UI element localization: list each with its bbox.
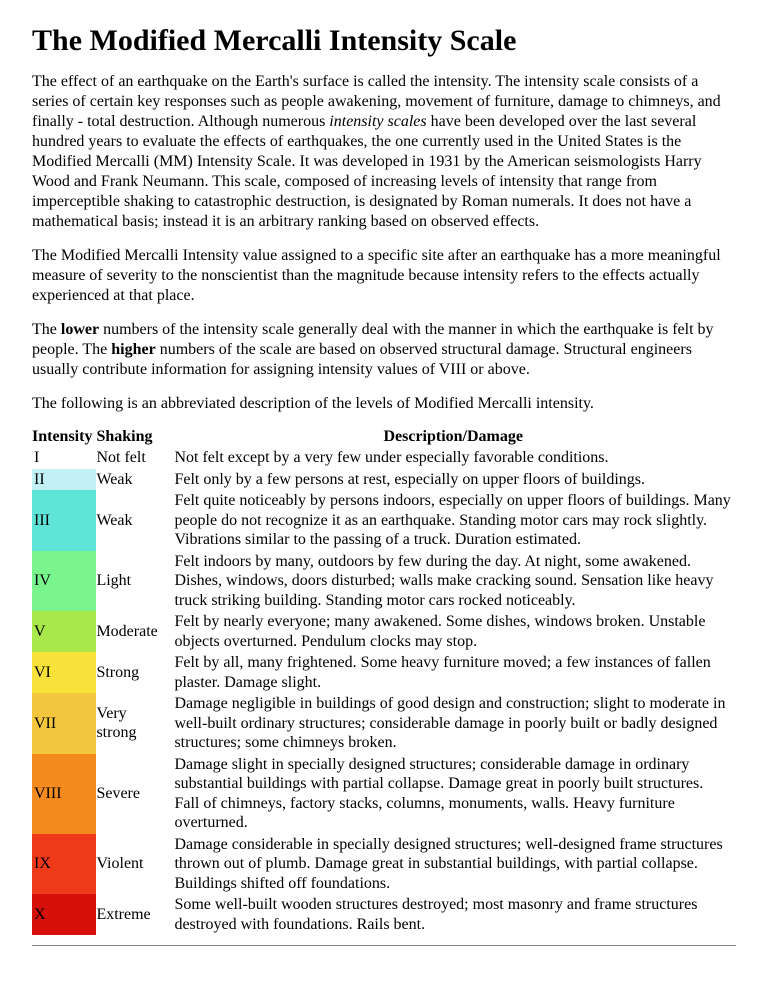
table-row: INot feltNot felt except by a very few u…: [32, 447, 736, 469]
intensity-cell: IV: [32, 551, 96, 612]
divider: [32, 945, 736, 946]
table-row: VIIISevereDamage slight in specially des…: [32, 754, 736, 834]
description-cell: Felt indoors by many, outdoors by few du…: [174, 551, 736, 612]
description-cell: Damage considerable in specially designe…: [174, 834, 736, 895]
intro-paragraph-3: The lower numbers of the intensity scale…: [32, 320, 736, 380]
header-intensity: Intensity: [32, 428, 96, 447]
shaking-cell: Very strong: [96, 693, 174, 754]
intensity-cell: III: [32, 490, 96, 551]
intro-paragraph-2: The Modified Mercalli Intensity value as…: [32, 246, 736, 306]
intensity-cell: VI: [32, 652, 96, 693]
shaking-cell: Violent: [96, 834, 174, 895]
intro-paragraph-4: The following is an abbreviated descript…: [32, 394, 736, 414]
description-cell: Felt by all, many frightened. Some heavy…: [174, 652, 736, 693]
shaking-cell: Extreme: [96, 894, 174, 935]
table-row: IVLightFelt indoors by many, outdoors by…: [32, 551, 736, 612]
shaking-cell: Light: [96, 551, 174, 612]
intensity-cell: II: [32, 469, 96, 491]
description-cell: Some well-built wooden structures destro…: [174, 894, 736, 935]
table-row: VIStrongFelt by all, many frightened. So…: [32, 652, 736, 693]
table-row: IXViolentDamage considerable in speciall…: [32, 834, 736, 895]
table-row: VIIVery strongDamage negligible in build…: [32, 693, 736, 754]
intensity-cell: IX: [32, 834, 96, 895]
description-cell: Damage negligible in buildings of good d…: [174, 693, 736, 754]
table-row: IIWeakFelt only by a few persons at rest…: [32, 469, 736, 491]
shaking-cell: Weak: [96, 469, 174, 491]
intensity-table: Intensity Shaking Description/Damage INo…: [32, 428, 736, 935]
p3-bold-higher: higher: [111, 341, 155, 358]
p1-text-b: have been developed over the last severa…: [32, 113, 702, 230]
table-row: IIIWeakFelt quite noticeably by persons …: [32, 490, 736, 551]
table-header-row: Intensity Shaking Description/Damage: [32, 428, 736, 447]
shaking-cell: Weak: [96, 490, 174, 551]
intensity-cell: I: [32, 447, 96, 469]
p3-bold-lower: lower: [61, 321, 99, 338]
intensity-cell: V: [32, 611, 96, 652]
description-cell: Not felt except by a very few under espe…: [174, 447, 736, 469]
p3-text-a: The: [32, 321, 61, 338]
description-cell: Felt quite noticeably by persons indoors…: [174, 490, 736, 551]
intensity-cell: X: [32, 894, 96, 935]
description-cell: Felt by nearly everyone; many awakened. …: [174, 611, 736, 652]
intensity-cell: VII: [32, 693, 96, 754]
table-row: XExtremeSome well-built wooden structure…: [32, 894, 736, 935]
shaking-cell: Severe: [96, 754, 174, 834]
description-cell: Damage slight in specially designed stru…: [174, 754, 736, 834]
shaking-cell: Not felt: [96, 447, 174, 469]
intensity-cell: VIII: [32, 754, 96, 834]
intro-paragraph-1: The effect of an earthquake on the Earth…: [32, 72, 736, 232]
description-cell: Felt only by a few persons at rest, espe…: [174, 469, 736, 491]
header-shaking: Shaking: [96, 428, 174, 447]
header-description: Description/Damage: [174, 428, 736, 447]
page-title: The Modified Mercalli Intensity Scale: [32, 24, 736, 58]
shaking-cell: Moderate: [96, 611, 174, 652]
table-row: VModerateFelt by nearly everyone; many a…: [32, 611, 736, 652]
p1-italic: intensity scales: [329, 113, 426, 130]
shaking-cell: Strong: [96, 652, 174, 693]
